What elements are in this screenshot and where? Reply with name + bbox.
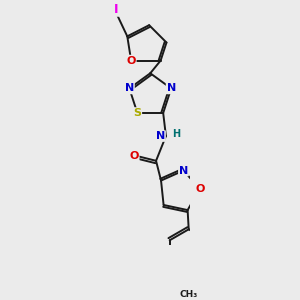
Text: H: H <box>172 129 181 139</box>
Text: S: S <box>134 108 141 118</box>
Text: N: N <box>179 166 188 176</box>
Text: N: N <box>125 83 134 93</box>
Text: O: O <box>129 152 139 161</box>
Text: N: N <box>156 131 165 141</box>
Text: I: I <box>114 3 118 16</box>
Text: O: O <box>195 184 205 194</box>
Text: O: O <box>126 56 136 66</box>
Text: CH₃: CH₃ <box>180 290 198 299</box>
Text: N: N <box>167 83 176 93</box>
